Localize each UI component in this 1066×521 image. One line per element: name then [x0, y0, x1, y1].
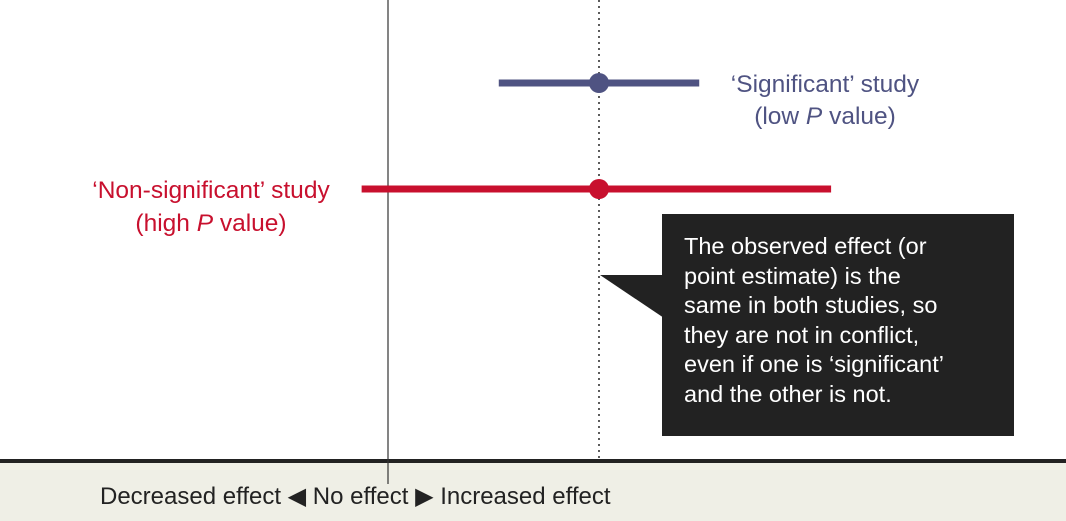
callout-line: point estimate) is the: [684, 262, 901, 289]
significant-study-label: ‘Significant’ study: [731, 71, 920, 98]
axis-band: [0, 461, 1066, 521]
significant-study-sublabel: (low P value): [754, 103, 896, 130]
non-significant-study-point-estimate: [589, 179, 609, 199]
non-significant-study-sublabel: (high P value): [135, 210, 286, 237]
callout-line: same in both studies, so: [684, 292, 938, 318]
non-significant-study-label: ‘Non-significant’ study: [92, 177, 330, 204]
callout-line: even if one is ‘significant’: [684, 351, 944, 377]
axis-caption: Decreased effect ◀ No effect ▶ Increased…: [100, 483, 611, 510]
axis-line-layer: [0, 459, 1066, 484]
callout-line: and the other is not.: [684, 380, 892, 407]
callout-pointer: [600, 275, 664, 318]
callout-box: The observed effect (or point estimate) …: [662, 214, 1014, 436]
callout-line: The observed effect (or: [684, 233, 927, 259]
callout-line: they are not in conflict,: [684, 321, 920, 348]
significant-study-point-estimate: [589, 73, 609, 93]
